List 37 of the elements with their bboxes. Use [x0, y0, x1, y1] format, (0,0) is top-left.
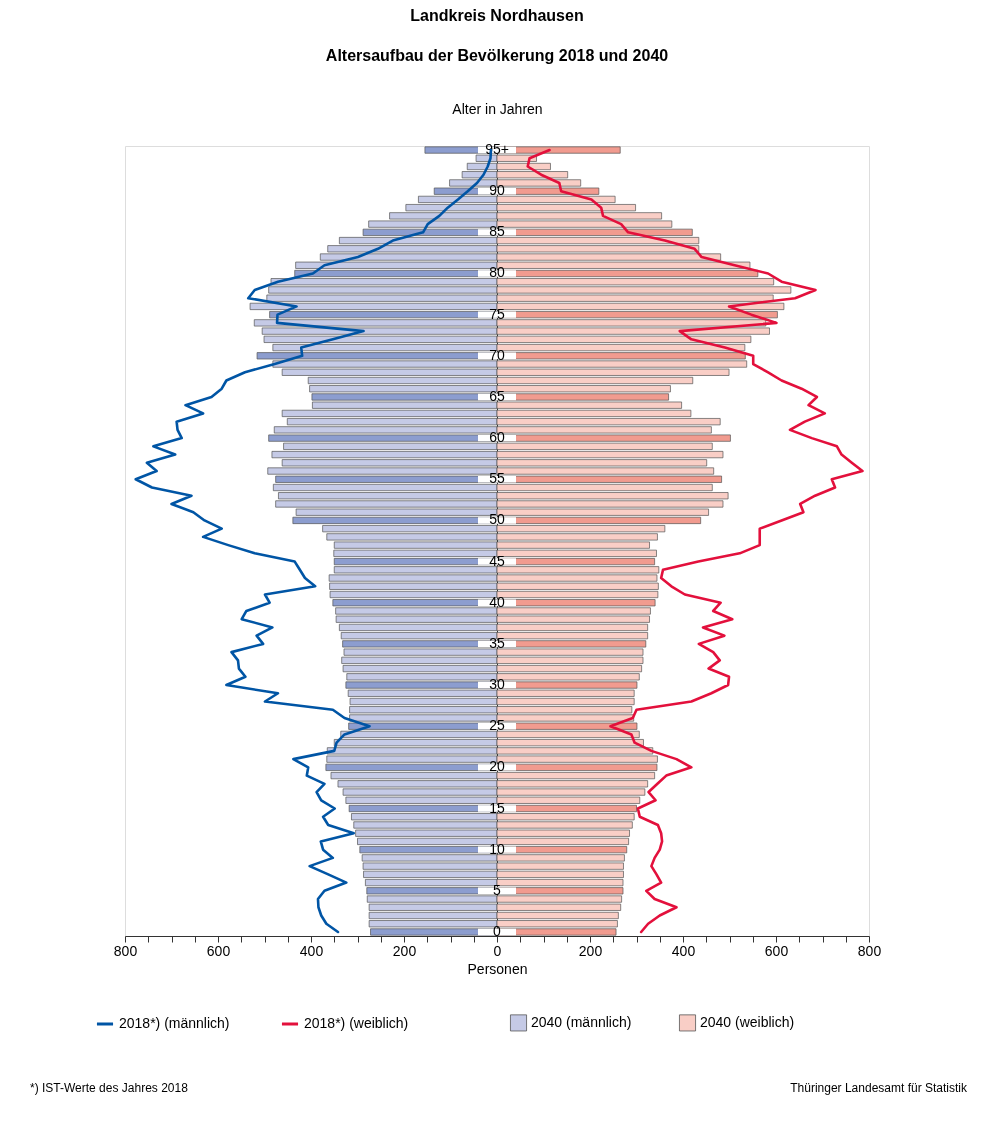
- y-tick-label: 25: [489, 717, 505, 734]
- chart-title: Landkreis Nordhausen: [410, 7, 584, 24]
- text: *) IST-Werte des Jahres 2018: [30, 1081, 189, 1095]
- x-tick-label: 400: [299, 942, 324, 959]
- y-tick-label: 50: [489, 511, 505, 528]
- y-tick-label: 40: [489, 593, 505, 610]
- y-tick-label: 80: [489, 264, 505, 281]
- y-tick-label: 85: [489, 223, 505, 240]
- x-tick-label: 600: [206, 942, 231, 959]
- y-tick-label: 70: [489, 346, 505, 363]
- legend-label: 2018*) (männlich): [119, 1015, 230, 1031]
- y-tick-label: 10: [489, 840, 505, 857]
- text: Thüringer Landesamt für Statistik: [790, 1081, 968, 1095]
- y-tick-label: 55: [489, 470, 505, 487]
- y-axis-title: Alter in Jahren: [452, 100, 543, 117]
- legend-label: 2040 (weiblich): [700, 1013, 795, 1030]
- y-tick-label: 20: [489, 758, 505, 775]
- y-tick-label: 65: [489, 387, 505, 404]
- x-tick-label: 800: [857, 942, 882, 959]
- y-tick-label: 0: [493, 922, 502, 939]
- x-tick-label: 600: [764, 942, 789, 959]
- y-tick-label: 75: [489, 305, 505, 322]
- x-axis-title: Personen: [467, 960, 528, 977]
- y-tick-label: 45: [489, 552, 505, 569]
- y-tick-label: 60: [489, 429, 505, 446]
- y-tick-label: 90: [489, 182, 505, 199]
- y-tick-label: 15: [489, 799, 505, 816]
- chart-subtitle: Altersaufbau der Bevölkerung 2018 und 2040: [325, 47, 669, 64]
- x-tick-label: 200: [392, 942, 417, 959]
- x-tick-label: 400: [671, 942, 696, 959]
- y-tick-label: 35: [489, 634, 505, 651]
- x-tick-label: 800: [113, 942, 138, 959]
- y-tick-label: 30: [489, 676, 505, 693]
- x-tick-label: 200: [578, 942, 603, 959]
- legend-label: 2040 (männlich): [531, 1013, 632, 1030]
- legend-label: 2018*) (weiblich): [304, 1015, 409, 1031]
- y-tick-label: 5: [493, 881, 502, 898]
